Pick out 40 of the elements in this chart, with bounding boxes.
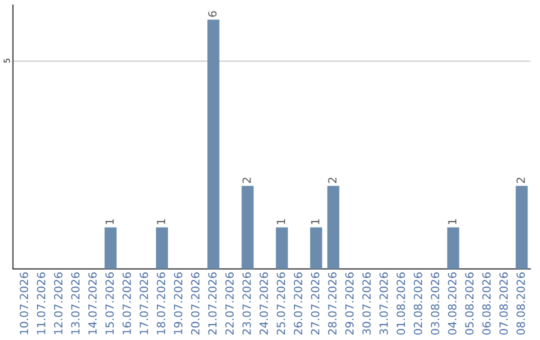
x-tick-label: 17.07.2026: [140, 272, 148, 334]
x-tick-label: 12.07.2026: [54, 272, 62, 334]
x-tick-label: 03.08.2026: [430, 272, 440, 335]
x-tick-label: 04.08.2026: [448, 272, 456, 335]
data-label: 2: [242, 178, 251, 183]
x-tick-label: 18.07.2026: [156, 272, 166, 334]
data-label: 1: [106, 219, 114, 224]
x-tick-label: 19.07.2026: [174, 272, 182, 334]
x-tick-label: 01.08.2026: [396, 272, 406, 335]
data-label: 1: [311, 219, 320, 224]
data-label: 1: [156, 219, 166, 224]
x-tick-label: 10.07.2026: [20, 272, 28, 334]
x-tick-label: 30.07.2026: [362, 272, 371, 334]
x-tick-label: 24.07.2026: [260, 272, 268, 335]
x-tick-label: 22.07.2026: [225, 272, 234, 335]
data-label: 2: [516, 178, 525, 183]
x-tick-label: 16.07.2026: [122, 272, 131, 334]
x-tick-label: 15.07.2026: [105, 272, 114, 334]
data-label: 2: [328, 178, 336, 183]
x-tick-label: 27.07.2026: [310, 272, 320, 335]
data-label: 6: [208, 11, 217, 17]
x-tick-label: 05.08.2026: [465, 272, 474, 335]
x-tick-label: 23.07.2026: [242, 272, 251, 335]
x-tick-label: 28.07.2026: [328, 272, 337, 335]
data-label: 1: [276, 219, 285, 224]
x-tick-label: 08.08.2026: [516, 272, 525, 335]
x-tick-label: 29.07.2026: [345, 272, 354, 335]
x-tick-label: 11.07.2026: [36, 272, 46, 334]
x-tick-label: 02.08.2026: [414, 272, 422, 335]
x-tick-label: 25.07.2026: [276, 272, 286, 335]
x-tick-label: 06.08.2026: [482, 272, 491, 335]
x-tick-label: 07.08.2026: [499, 272, 508, 335]
x-tick-label: 26.07.2026: [294, 272, 302, 335]
x-tick-label: 20.07.2026: [191, 272, 200, 335]
x-tick-label: 13.07.2026: [71, 272, 80, 334]
data-label: 1: [448, 219, 456, 224]
y-tick-label: 5: [4, 58, 10, 63]
x-tick-label: 14.07.2026: [88, 272, 97, 334]
x-tick-label: 21.07.2026: [208, 272, 217, 335]
x-tick-label: 31.07.2026: [379, 272, 388, 334]
